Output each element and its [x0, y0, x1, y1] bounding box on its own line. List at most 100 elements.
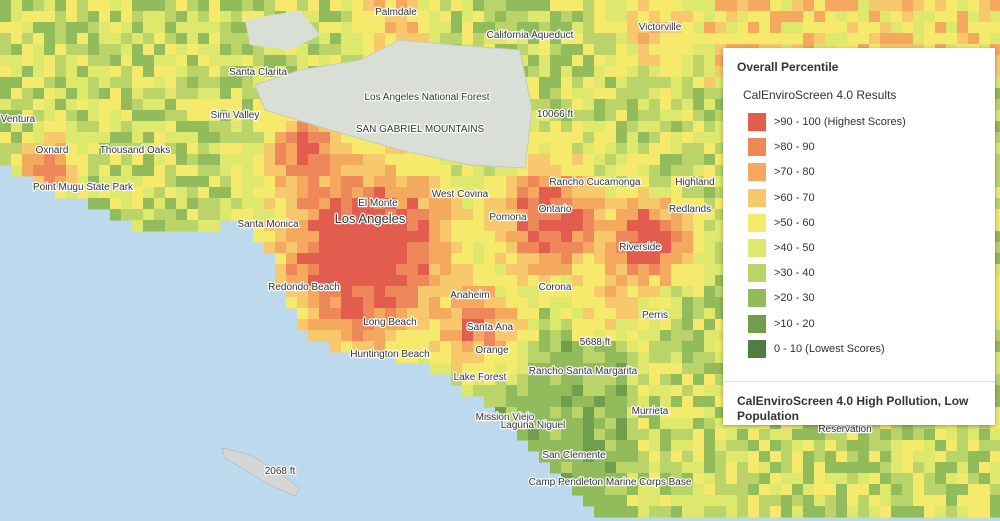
map-cell	[891, 0, 903, 12]
map-cell	[484, 352, 496, 364]
map-cell	[605, 143, 617, 155]
map-cell	[418, 22, 430, 34]
map-cell	[682, 407, 694, 419]
map-cell	[330, 0, 342, 12]
map-cell	[594, 462, 606, 474]
map-cell	[143, 220, 155, 232]
map-cell	[693, 418, 705, 430]
map-cell	[990, 429, 1000, 441]
map-cell	[66, 110, 78, 122]
map-cell	[649, 165, 661, 177]
map-cell	[319, 231, 331, 243]
map-cell	[704, 440, 716, 452]
map-cell	[935, 429, 947, 441]
map-cell	[11, 88, 23, 100]
map-cell	[330, 22, 342, 34]
map-cell	[660, 88, 672, 100]
map-cell	[363, 165, 375, 177]
map-cell	[924, 462, 936, 474]
layer-title[interactable]: CalEnviroScreen 4.0 High Pollution, Low …	[737, 394, 969, 423]
map-cell	[671, 363, 683, 375]
map-cell	[847, 484, 859, 496]
map-cell	[803, 484, 815, 496]
map-cell	[374, 231, 386, 243]
map-cell	[561, 88, 573, 100]
map-cell	[682, 143, 694, 155]
map-cell	[682, 363, 694, 375]
map-cell	[660, 341, 672, 353]
map-cell	[649, 440, 661, 452]
map-cell	[341, 198, 353, 210]
map-cell	[319, 143, 331, 155]
map-cell	[517, 275, 529, 287]
map-cell	[671, 308, 683, 320]
map-cell	[374, 198, 386, 210]
map-cell	[231, 187, 243, 199]
place-label: Los Angeles	[335, 211, 406, 226]
map-cell	[605, 88, 617, 100]
map-cell	[187, 22, 199, 34]
map-cell	[979, 462, 991, 474]
map-cell	[737, 451, 749, 463]
map-cell	[187, 132, 199, 144]
map-cell	[66, 22, 78, 34]
map-cell	[825, 429, 837, 441]
map-cell	[638, 352, 650, 364]
map-cell	[539, 11, 551, 23]
map-cell	[913, 440, 925, 452]
map-cell	[682, 22, 694, 34]
map-cell	[682, 319, 694, 331]
map-cell	[550, 176, 562, 188]
map-cell	[990, 220, 1000, 232]
map-cell	[924, 0, 936, 12]
map-cell	[33, 176, 45, 188]
map-cell	[704, 506, 716, 518]
map-cell	[792, 484, 804, 496]
map-cell	[902, 11, 914, 23]
map-cell	[451, 0, 463, 12]
map-cell	[902, 33, 914, 45]
map-cell	[132, 11, 144, 23]
map-cell	[110, 165, 122, 177]
map-cell	[121, 143, 133, 155]
map-cell	[990, 143, 1000, 155]
map-cell	[704, 330, 716, 342]
map-cell	[440, 209, 452, 221]
map-cell	[187, 77, 199, 89]
map-cell	[561, 165, 573, 177]
map-cell	[143, 66, 155, 78]
map-cell	[682, 451, 694, 463]
map-cell	[77, 121, 89, 133]
map-cell	[539, 319, 551, 331]
map-cell	[704, 121, 716, 133]
map-cell	[627, 286, 639, 298]
map-cell	[363, 22, 375, 34]
map-cell	[484, 231, 496, 243]
map-cell	[231, 110, 243, 122]
map-cell	[561, 44, 573, 56]
map-cell	[308, 154, 320, 166]
map-cell	[594, 176, 606, 188]
map-cell	[715, 297, 727, 309]
map-cell	[154, 176, 166, 188]
map-cell	[990, 231, 1000, 243]
map-cell	[220, 198, 232, 210]
map-cell	[935, 451, 947, 463]
map-cell	[869, 440, 881, 452]
map-cell	[374, 0, 386, 12]
map-cell	[143, 55, 155, 67]
map-cell	[880, 22, 892, 34]
map-cell	[407, 165, 419, 177]
map-cell	[704, 77, 716, 89]
map-cell	[143, 22, 155, 34]
map-cell	[693, 110, 705, 122]
map-cell	[121, 77, 133, 89]
map-cell	[693, 55, 705, 67]
map-cell	[957, 495, 969, 507]
map-cell	[594, 121, 606, 133]
map-cell	[341, 143, 353, 155]
map-cell	[605, 66, 617, 78]
map-cell	[638, 429, 650, 441]
map-cell	[572, 462, 584, 474]
map-cell	[847, 33, 859, 45]
